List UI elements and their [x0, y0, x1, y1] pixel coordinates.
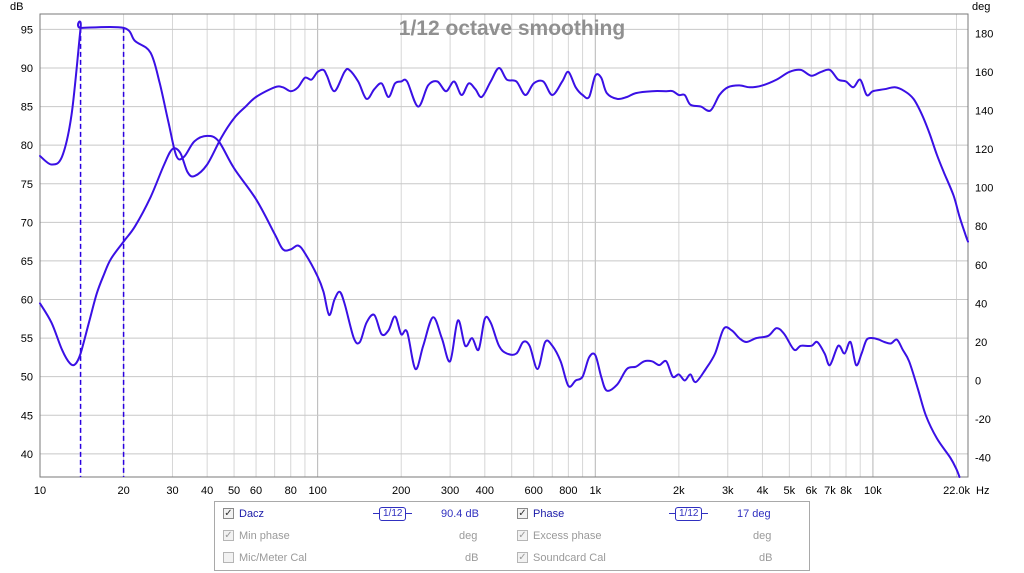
x-tick-label: 800 [559, 485, 577, 497]
frequency-response-chart: 40 45 50 55 60 65 70 75 80 85 90 95 -40 -20 0 20 40 60 80 1… [10, 1, 994, 497]
series-line-dacz [39, 20, 961, 478]
soundcard-cal-label: Soundcard Cal [533, 552, 606, 564]
x-tick-label: 200 [392, 485, 410, 497]
x-tick-label: 20 [117, 485, 129, 497]
legend-panel: ✓ Dacz 1/12 90.4 dB ✓ Phase 1/12 17 deg … [214, 501, 810, 571]
y-tick-label-left: 45 [21, 410, 33, 422]
x-tick-label: 5k [784, 485, 796, 497]
y-tick-label-right: 140 [975, 105, 993, 117]
y-tick-label-left: 40 [21, 449, 33, 461]
y-tick-label-left: 95 [21, 24, 33, 36]
mic-meter-cal-label: Mic/Meter Cal [239, 552, 307, 564]
x-tick-label: 600 [525, 485, 543, 497]
dacz-label: Dacz [239, 508, 265, 520]
soundcard-cal-value: dB [759, 552, 773, 564]
excess-phase-checkbox[interactable]: ✓ [517, 530, 528, 541]
y-tick-label-left: 85 [21, 102, 33, 114]
excess-phase-label: Excess phase [533, 530, 602, 542]
y-tick-label-left: 70 [21, 217, 33, 229]
x-tick-label: 1k [589, 485, 601, 497]
phase-label: Phase [533, 508, 565, 520]
y-tick-label-left: 50 [21, 372, 33, 384]
x-tick-label: 2k [673, 485, 685, 497]
phase-smoothing-button[interactable]: 1/12 [669, 507, 709, 521]
x-tick-label: 7k [824, 485, 836, 497]
y-tick-label-right: 20 [975, 337, 987, 349]
x-tick-label: 30 [166, 485, 178, 497]
plot-frame [39, 13, 969, 478]
chart-title: 1/12 octave smoothing [399, 17, 625, 40]
x-tick-label: 300 [441, 485, 459, 497]
y-tick-label-right: -40 [975, 453, 991, 465]
marker-layer [79, 27, 125, 477]
grid-layer [40, 14, 968, 477]
y-tick-label-right: 160 [975, 67, 993, 79]
x-tick-label: 400 [476, 485, 494, 497]
y-tick-label-right: 180 [975, 28, 993, 40]
x-tick-label: 8k [840, 485, 852, 497]
phase-value: 17 deg [737, 508, 771, 520]
dacz-value: 90.4 dB [441, 508, 479, 520]
excess-phase-value: deg [753, 530, 772, 542]
x-tick-label: 10k [864, 485, 882, 497]
series-line-phase [39, 67, 969, 367]
x-tick-label: 10 [34, 485, 46, 497]
legend-row-cal: Mic/Meter Cal dB ✓ Soundcard Cal dB [215, 548, 809, 570]
mic-meter-cal-checkbox[interactable] [223, 552, 234, 563]
y-tick-label-right: 0 [975, 376, 981, 388]
min-phase-label: Min phase [239, 530, 290, 542]
dacz-checkbox[interactable]: ✓ [223, 508, 234, 519]
y-tick-label-left: 65 [21, 256, 33, 268]
series-layer [39, 20, 969, 478]
min-phase-checkbox[interactable]: ✓ [223, 530, 234, 541]
right-axis-unit: deg [972, 1, 990, 13]
phase-checkbox[interactable]: ✓ [517, 508, 528, 519]
y-tick-label-left: 75 [21, 179, 33, 191]
dacz-smoothing-button[interactable]: 1/12 [373, 507, 413, 521]
y-tick-label-right: 40 [975, 298, 987, 310]
x-axis-unit: Hz [976, 485, 989, 497]
y-tick-label-right: 120 [975, 144, 993, 156]
y-tick-label-right: 80 [975, 221, 987, 233]
min-phase-value: deg [459, 530, 478, 542]
dacz-smoothing-label: 1/12 [379, 507, 407, 521]
x-tick-label: 22.0k [943, 485, 970, 497]
legend-row-min-phase: ✓ Min phase deg ✓ Excess phase deg [215, 526, 809, 548]
soundcard-cal-checkbox[interactable]: ✓ [517, 552, 528, 563]
left-axis-unit: dB [10, 1, 23, 13]
y-tick-label-right: -20 [975, 414, 991, 426]
x-tick-label: 60 [250, 485, 262, 497]
x-tick-label: 80 [285, 485, 297, 497]
phase-smoothing-label: 1/12 [675, 507, 703, 521]
y-tick-label-left: 90 [21, 63, 33, 75]
x-tick-label: 6k [806, 485, 818, 497]
x-tick-label: 3k [722, 485, 734, 497]
y-tick-label-left: 60 [21, 295, 33, 307]
y-tick-label-left: 80 [21, 140, 33, 152]
x-tick-label: 40 [201, 485, 213, 497]
x-tick-label: 50 [228, 485, 240, 497]
mic-meter-cal-value: dB [465, 552, 479, 564]
legend-row-dacz: ✓ Dacz 1/12 90.4 dB ✓ Phase 1/12 17 deg [215, 504, 809, 526]
tick-layer: 40 45 50 55 60 65 70 75 80 85 90 95 -40 -20 0 20 40 60 80 1… [21, 24, 994, 497]
y-tick-label-right: 100 [975, 183, 993, 195]
y-tick-label-right: 60 [975, 260, 987, 272]
x-tick-label: 100 [308, 485, 326, 497]
x-tick-label: 4k [757, 485, 769, 497]
y-tick-label-left: 55 [21, 333, 33, 345]
